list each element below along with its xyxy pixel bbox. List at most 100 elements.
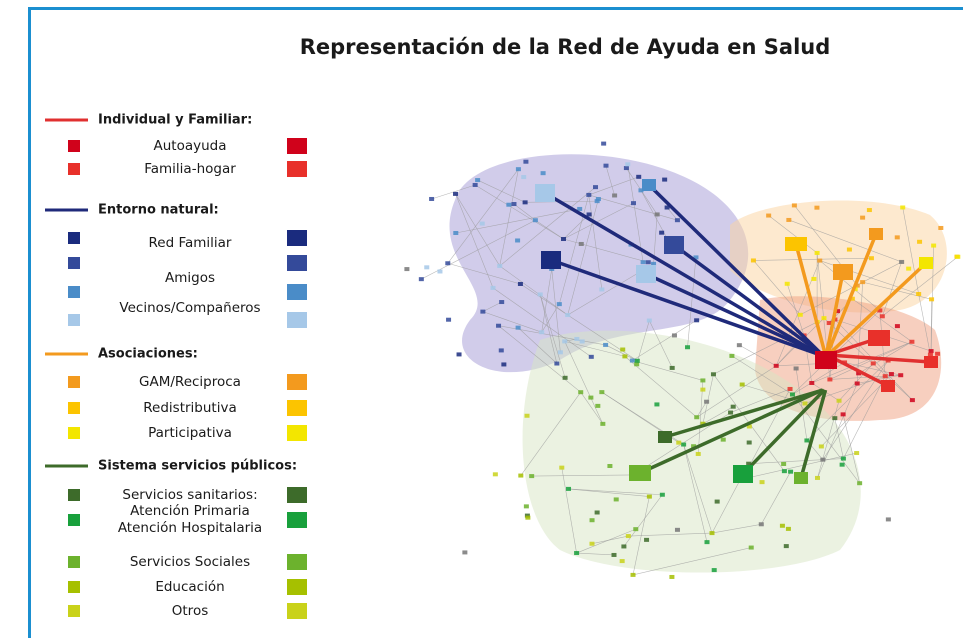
edge — [551, 268, 561, 353]
node — [898, 373, 904, 378]
node — [662, 177, 668, 182]
edge — [856, 282, 863, 384]
edge — [588, 176, 639, 196]
edge — [455, 208, 580, 234]
node — [894, 324, 900, 329]
node — [935, 351, 941, 356]
edge — [711, 523, 762, 534]
node — [404, 267, 410, 272]
edge — [742, 384, 806, 404]
legend-swatch — [287, 579, 307, 595]
link — [544, 191, 822, 357]
node — [517, 281, 523, 286]
edge — [702, 406, 734, 424]
edge — [580, 392, 604, 425]
node — [600, 421, 606, 426]
node — [785, 526, 791, 531]
legend-label: Amigos — [165, 270, 215, 286]
legend-label: Servicios Sociales — [130, 554, 250, 570]
node — [839, 462, 845, 467]
legend-label: Atención Primaria — [130, 503, 250, 519]
node — [634, 362, 640, 367]
node — [557, 350, 563, 355]
edge — [811, 341, 913, 384]
node — [746, 440, 752, 445]
legend-header: Individual y Familiar: — [98, 113, 252, 128]
node — [885, 517, 891, 522]
node — [928, 349, 934, 354]
edge — [817, 400, 840, 479]
node — [599, 390, 605, 395]
node — [599, 287, 605, 292]
node — [453, 191, 459, 196]
node — [475, 178, 481, 183]
edge — [918, 293, 931, 355]
legend-label: Redistributiva — [143, 400, 236, 416]
edge — [687, 257, 697, 348]
edge — [628, 532, 713, 537]
edge — [627, 164, 644, 263]
node — [523, 159, 529, 164]
node — [854, 381, 860, 386]
edge — [739, 344, 777, 367]
node — [704, 540, 710, 545]
node — [630, 201, 636, 206]
legend-line — [45, 352, 88, 356]
edge — [632, 547, 752, 576]
edge — [563, 214, 590, 240]
legend-swatch — [287, 374, 307, 390]
node — [429, 196, 435, 201]
node — [574, 551, 580, 556]
legend-swatch — [68, 257, 80, 269]
node — [537, 292, 543, 297]
link — [826, 261, 928, 357]
node — [900, 205, 906, 210]
node — [634, 358, 640, 363]
highlight-node — [794, 472, 808, 484]
legend-label: GAM/Reciproca — [139, 374, 241, 390]
node — [515, 238, 521, 243]
edge — [632, 320, 697, 361]
node — [625, 534, 631, 539]
node — [539, 330, 545, 335]
node — [899, 259, 905, 264]
highlight-node — [636, 265, 656, 283]
node — [854, 283, 860, 288]
edge — [561, 467, 577, 554]
node — [586, 212, 592, 217]
node — [611, 552, 617, 557]
edge — [499, 186, 596, 267]
highlight-node — [664, 236, 684, 254]
node — [849, 296, 855, 301]
node — [870, 361, 876, 366]
legend-swatch — [68, 556, 80, 568]
node — [515, 167, 521, 172]
node — [638, 188, 644, 193]
node — [453, 230, 459, 235]
legend-swatch — [68, 286, 80, 298]
edge — [666, 207, 678, 221]
node — [797, 312, 803, 317]
legend-swatch — [287, 512, 307, 528]
node — [671, 333, 677, 338]
edge — [482, 311, 542, 333]
legend-line — [45, 208, 88, 212]
edge — [829, 374, 901, 380]
node — [518, 473, 524, 478]
node — [877, 308, 883, 313]
node — [811, 276, 817, 281]
node — [529, 474, 535, 479]
edge — [605, 165, 615, 196]
legend-swatch — [68, 427, 80, 439]
legend-label: Participativa — [148, 425, 232, 441]
hub-node — [815, 351, 837, 369]
node — [654, 402, 660, 407]
legend-swatch — [68, 402, 80, 414]
node — [479, 221, 485, 226]
top-border — [28, 7, 963, 10]
edge — [902, 207, 919, 295]
link — [645, 272, 824, 357]
edge — [742, 452, 857, 480]
legend-swatch — [287, 554, 307, 570]
node — [424, 265, 430, 270]
